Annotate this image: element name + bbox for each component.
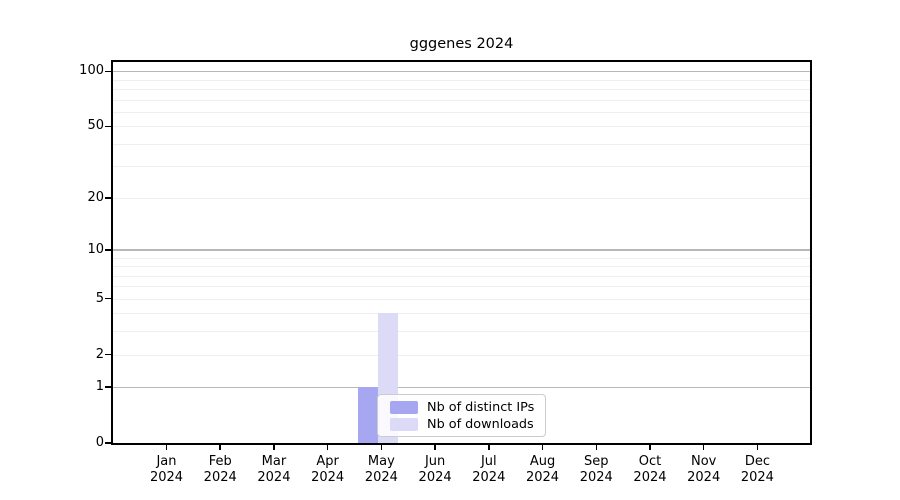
gridline-minor — [113, 166, 810, 168]
gridline-minor — [113, 354, 810, 356]
gridline-major — [113, 70, 810, 73]
gridline-minor — [113, 111, 810, 113]
x-axis-tick-label: Feb 2024 — [203, 454, 237, 485]
y-axis-tick — [105, 386, 111, 388]
y-axis-tick-label: 1 — [95, 379, 104, 395]
x-axis-tick — [434, 445, 436, 450]
y-axis-tick — [105, 125, 111, 128]
chart-title: gggenes 2024 — [409, 36, 514, 52]
gridline-minor — [113, 275, 810, 277]
x-axis-tick-label: Aug 2024 — [525, 454, 560, 485]
y-axis-tick-label: 10 — [87, 241, 104, 257]
y-axis-tick — [105, 197, 111, 199]
x-axis-tick-label: Oct 2024 — [633, 454, 667, 485]
gridline-minor — [113, 331, 810, 333]
x-axis-tick — [165, 445, 168, 450]
legend-swatch — [390, 417, 418, 431]
x-axis-tick-label: Apr 2024 — [311, 454, 345, 485]
x-axis-tick-label: Jan 2024 — [149, 454, 184, 485]
legend-label: Nb of distinct IPs — [427, 399, 535, 415]
gridline-minor — [113, 266, 810, 268]
legend-item: Nb of downloads — [390, 417, 535, 432]
legend-label: Nb of downloads — [427, 416, 534, 432]
x-axis-tick — [219, 445, 221, 450]
gridline-minor — [113, 313, 810, 315]
gridline-minor — [113, 143, 810, 145]
x-axis-tick-label: Jun 2024 — [418, 454, 452, 485]
y-axis-tick-label: 50 — [87, 118, 104, 134]
gridline-minor — [113, 298, 810, 300]
x-axis-tick — [273, 445, 275, 450]
gridline-minor — [113, 79, 810, 81]
x-axis-tick-label: Nov 2024 — [687, 454, 721, 485]
y-axis-tick-label: 2 — [95, 346, 104, 362]
y-axis-tick — [105, 297, 111, 300]
gridline-minor — [113, 197, 810, 199]
x-axis-tick — [649, 445, 651, 450]
y-axis-tick — [105, 442, 111, 444]
x-axis-tick — [541, 445, 544, 450]
x-axis-tick-label: Jul 2024 — [472, 454, 506, 485]
y-axis-tick — [105, 249, 111, 251]
legend-swatch — [390, 400, 418, 414]
x-axis-tick — [595, 445, 597, 450]
gridline-minor — [113, 99, 810, 101]
legend-item: Nb of distinct IPs — [390, 400, 535, 415]
x-axis-tick — [756, 445, 759, 450]
x-axis-tick — [488, 445, 490, 450]
plot-frame — [111, 60, 812, 445]
gridline-minor — [113, 126, 810, 128]
x-axis-tick — [380, 445, 383, 450]
y-axis-tick-label: 0 — [95, 435, 104, 450]
x-axis-tick-label: May 2024 — [364, 454, 398, 485]
legend: Nb of distinct IPs Nb of downloads — [377, 394, 546, 437]
y-axis-tick — [105, 70, 111, 73]
bar-distinct-ips — [358, 387, 379, 443]
y-axis-tick-label: 100 — [79, 63, 104, 79]
x-axis-tick-label: Mar 2024 — [257, 454, 291, 485]
gridline-major — [113, 249, 810, 251]
y-axis-tick-label: 20 — [87, 189, 104, 205]
x-axis-tick — [702, 445, 705, 450]
y-axis-tick-label: 5 — [95, 290, 104, 306]
gridline-minor — [113, 257, 810, 259]
y-axis-tick — [105, 353, 111, 356]
gridline-minor — [113, 286, 810, 288]
gridline-minor — [113, 89, 810, 91]
x-axis-tick — [326, 445, 329, 450]
x-axis-tick-label: Sep 2024 — [579, 454, 613, 485]
x-axis-tick-label: Dec 2024 — [740, 454, 774, 485]
gridline-major — [113, 386, 810, 388]
